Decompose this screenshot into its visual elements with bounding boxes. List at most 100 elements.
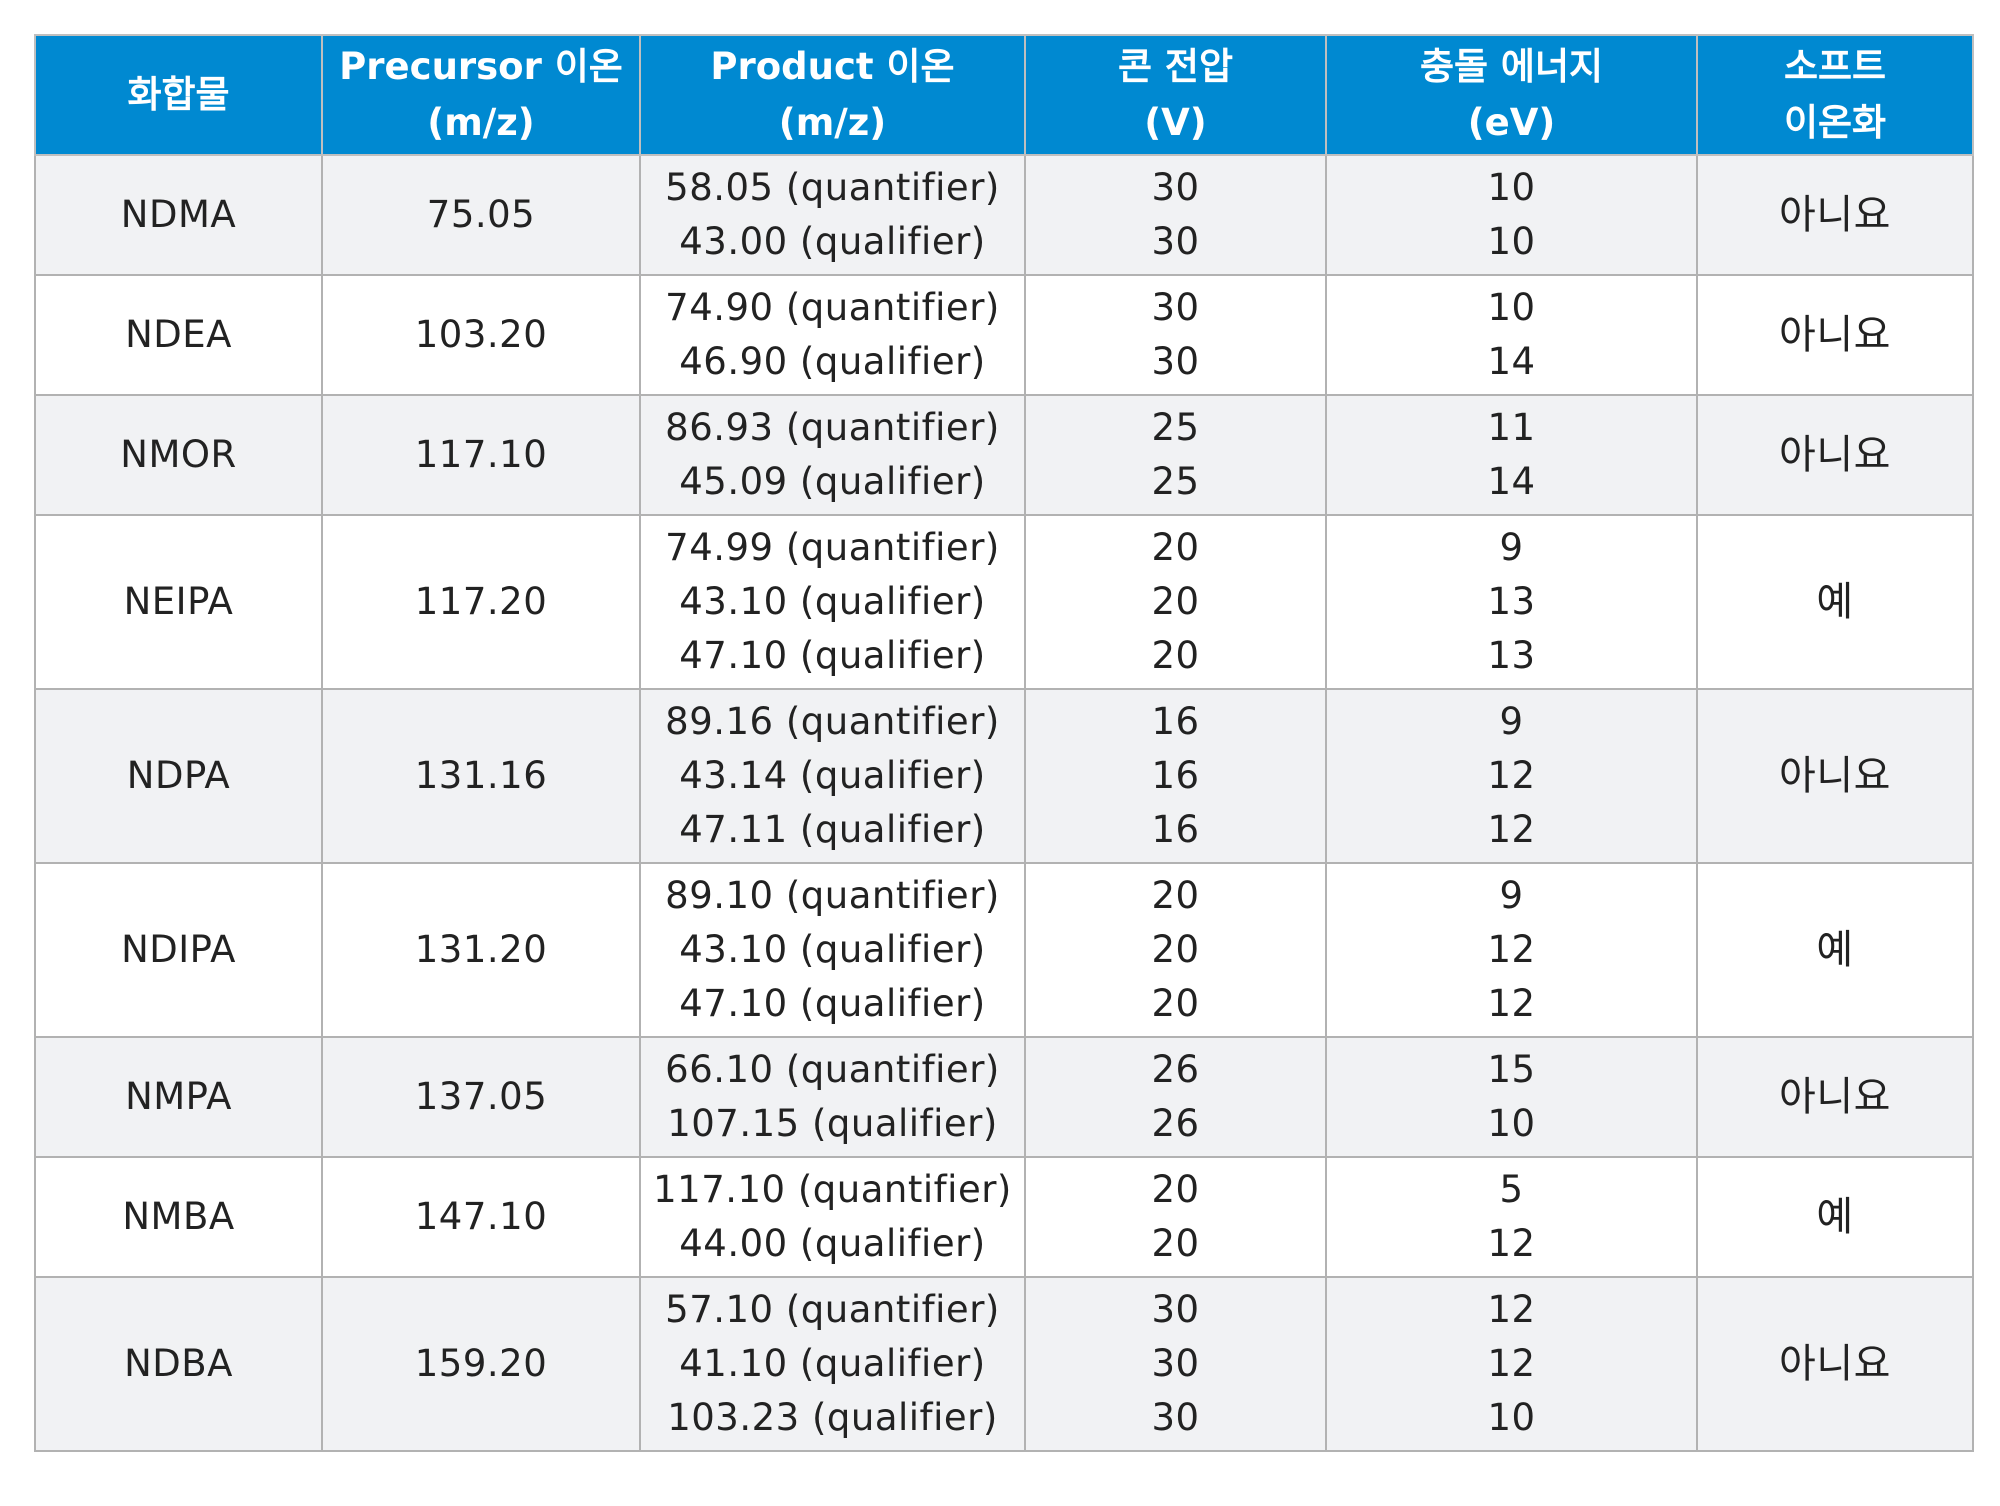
cell-product-mz-line: 74.90 (quantifier) — [665, 286, 1000, 329]
cell-product-mz-line: 89.16 (quantifier) — [665, 700, 1000, 743]
cell-precursor-mz: 117.20 — [321, 514, 641, 690]
cell-product-mz-line: 86.93 (quantifier) — [665, 406, 1000, 449]
cell-cone-voltage-line: 30 — [1151, 1288, 1200, 1331]
cell-compound: NMBA — [34, 1156, 323, 1278]
cell-cone-voltage-line: 30 — [1151, 1396, 1200, 1439]
header-collision-energy: 충돌 에너지 (eV) — [1325, 34, 1698, 156]
cell-cone-voltage-line: 30 — [1151, 340, 1200, 383]
cell-compound: NDBA — [34, 1276, 323, 1452]
cell-precursor-mz: 117.10 — [321, 394, 641, 516]
cell-product-mz: 89.16 (quantifier) 43.14 (qualifier) 47.11… — [639, 688, 1026, 864]
cell-collision-energy-line: 9 — [1499, 700, 1524, 743]
cell-precursor-mz: 147.10 — [321, 1156, 641, 1278]
table-header: 화합물 Precursor 이온 (m/z) Product 이온 (m/z) … — [34, 34, 1974, 156]
header-cone-voltage: 콘 전압 (V) — [1024, 34, 1327, 156]
cell-product-mz-line: 44.00 (qualifier) — [679, 1222, 986, 1265]
cell-cone-voltage: 16 16 16 — [1024, 688, 1327, 864]
cell-soft-ionization: 아니요 — [1696, 1036, 1974, 1158]
cell-product-mz-line: 103.23 (qualifier) — [667, 1396, 998, 1439]
cell-collision-energy: 9 12 12 — [1325, 862, 1698, 1038]
cell-compound: NDIPA — [34, 862, 323, 1038]
cell-cone-voltage-line: 20 — [1151, 580, 1200, 623]
header-product-ion-line-1: Product 이온 — [710, 45, 955, 88]
cell-compound: NEIPA — [34, 514, 323, 690]
cell-cone-voltage: 25 25 — [1024, 394, 1327, 516]
cell-product-mz-line: 74.99 (quantifier) — [665, 526, 1000, 569]
cell-soft-ionization: 아니요 — [1696, 1276, 1974, 1452]
table-row: NEIPA 117.20 74.99 (quantifier) 43.10 (qual… — [34, 514, 1974, 690]
cell-collision-energy-line: 13 — [1487, 634, 1536, 677]
cell-cone-voltage-line: 16 — [1151, 808, 1200, 851]
header-cone-voltage-line-2: (V) — [1144, 101, 1207, 144]
header-precursor-ion: Precursor 이온 (m/z) — [321, 34, 641, 156]
cell-compound: NMPA — [34, 1036, 323, 1158]
cell-product-mz-line: 43.10 (qualifier) — [679, 928, 986, 971]
cell-compound: NDEA — [34, 274, 323, 396]
cell-cone-voltage-line: 20 — [1151, 874, 1200, 917]
header-soft-ionization: 소프트 이온화 — [1696, 34, 1974, 156]
table-row: NMPA 137.05 66.10 (quantifier) 107.15 (qual… — [34, 1036, 1974, 1158]
cell-soft-ionization: 예 — [1696, 1156, 1974, 1278]
table-row: NDMA 75.05 58.05 (quantifier) 43.00 (qualif… — [34, 154, 1974, 276]
cell-soft-ionization: 아니요 — [1696, 154, 1974, 276]
cell-precursor-mz: 131.20 — [321, 862, 641, 1038]
cell-collision-energy: 9 12 12 — [1325, 688, 1698, 864]
cell-cone-voltage-line: 20 — [1151, 526, 1200, 569]
cell-cone-voltage: 26 26 — [1024, 1036, 1327, 1158]
cell-precursor-mz: 103.20 — [321, 274, 641, 396]
cell-collision-energy-line: 12 — [1487, 982, 1536, 1025]
cell-cone-voltage-line: 20 — [1151, 1168, 1200, 1211]
cell-product-mz-line: 107.15 (qualifier) — [667, 1102, 998, 1145]
cell-collision-energy-line: 12 — [1487, 1222, 1536, 1265]
table-row: NDBA 159.20 57.10 (quantifier) 41.10 (quali… — [34, 1276, 1974, 1452]
cell-product-mz: 86.93 (quantifier) 45.09 (qualifier) — [639, 394, 1026, 516]
cell-cone-voltage: 20 20 20 — [1024, 862, 1327, 1038]
table-row: NDIPA 131.20 89.10 (quantifier) 43.10 (qual… — [34, 862, 1974, 1038]
header-compound-line-1: 화합물 — [127, 73, 230, 116]
cell-collision-energy-line: 5 — [1499, 1168, 1524, 1211]
cell-precursor-mz: 75.05 — [321, 154, 641, 276]
mrm-parameters-table-container: 화합물 Precursor 이온 (m/z) Product 이온 (m/z) … — [34, 34, 1974, 1452]
table-body: NDMA 75.05 58.05 (quantifier) 43.00 (qualif… — [34, 154, 1974, 1452]
header-collision-energy-line-2: (eV) — [1467, 101, 1556, 144]
cell-collision-energy-line: 12 — [1487, 808, 1536, 851]
cell-product-mz-line: 46.90 (qualifier) — [679, 340, 986, 383]
cell-cone-voltage-line: 16 — [1151, 700, 1200, 743]
cell-product-mz-line: 43.10 (qualifier) — [679, 580, 986, 623]
cell-soft-ionization: 예 — [1696, 862, 1974, 1038]
cell-collision-energy-line: 10 — [1487, 1396, 1536, 1439]
cell-collision-energy-line: 10 — [1487, 166, 1536, 209]
cell-product-mz-line: 57.10 (quantifier) — [665, 1288, 1000, 1331]
cell-product-mz: 58.05 (quantifier) 43.00 (qualifier) — [639, 154, 1026, 276]
header-compound: 화합물 — [34, 34, 323, 156]
cell-collision-energy: 15 10 — [1325, 1036, 1698, 1158]
cell-cone-voltage-line: 30 — [1151, 166, 1200, 209]
cell-product-mz-line: 47.10 (qualifier) — [679, 634, 986, 677]
cell-product-mz: 89.10 (quantifier) 43.10 (qualifier) 47.10… — [639, 862, 1026, 1038]
cell-soft-ionization: 아니요 — [1696, 274, 1974, 396]
cell-collision-energy-line: 11 — [1487, 406, 1536, 449]
cell-collision-energy-line: 13 — [1487, 580, 1536, 623]
cell-cone-voltage-line: 20 — [1151, 982, 1200, 1025]
cell-collision-energy-line: 12 — [1487, 928, 1536, 971]
header-precursor-ion-line-1: Precursor 이온 — [339, 45, 623, 88]
cell-cone-voltage-line: 30 — [1151, 1342, 1200, 1385]
table-row: NMOR 117.10 86.93 (quantifier) 45.09 (quali… — [34, 394, 1974, 516]
cell-product-mz-line: 43.14 (qualifier) — [679, 754, 986, 797]
cell-precursor-mz: 131.16 — [321, 688, 641, 864]
cell-product-mz-line: 89.10 (quantifier) — [665, 874, 1000, 917]
cell-collision-energy-line: 14 — [1487, 460, 1536, 503]
cell-cone-voltage-line: 16 — [1151, 754, 1200, 797]
cell-precursor-mz: 137.05 — [321, 1036, 641, 1158]
header-collision-energy-line-1: 충돌 에너지 — [1419, 45, 1604, 88]
cell-cone-voltage: 20 20 20 — [1024, 514, 1327, 690]
header-soft-ionization-line-2: 이온화 — [1783, 101, 1887, 144]
cell-collision-energy: 10 10 — [1325, 154, 1698, 276]
cell-cone-voltage-line: 20 — [1151, 634, 1200, 677]
cell-collision-energy-line: 12 — [1487, 1288, 1536, 1331]
cell-collision-energy-line: 9 — [1499, 874, 1524, 917]
mrm-parameters-table: 화합물 Precursor 이온 (m/z) Product 이온 (m/z) … — [34, 34, 1974, 1452]
cell-collision-energy-line: 12 — [1487, 754, 1536, 797]
table-row: NMBA 147.10 117.10 (quantifier) 44.00 (qual… — [34, 1156, 1974, 1278]
cell-collision-energy-line: 9 — [1499, 526, 1524, 569]
